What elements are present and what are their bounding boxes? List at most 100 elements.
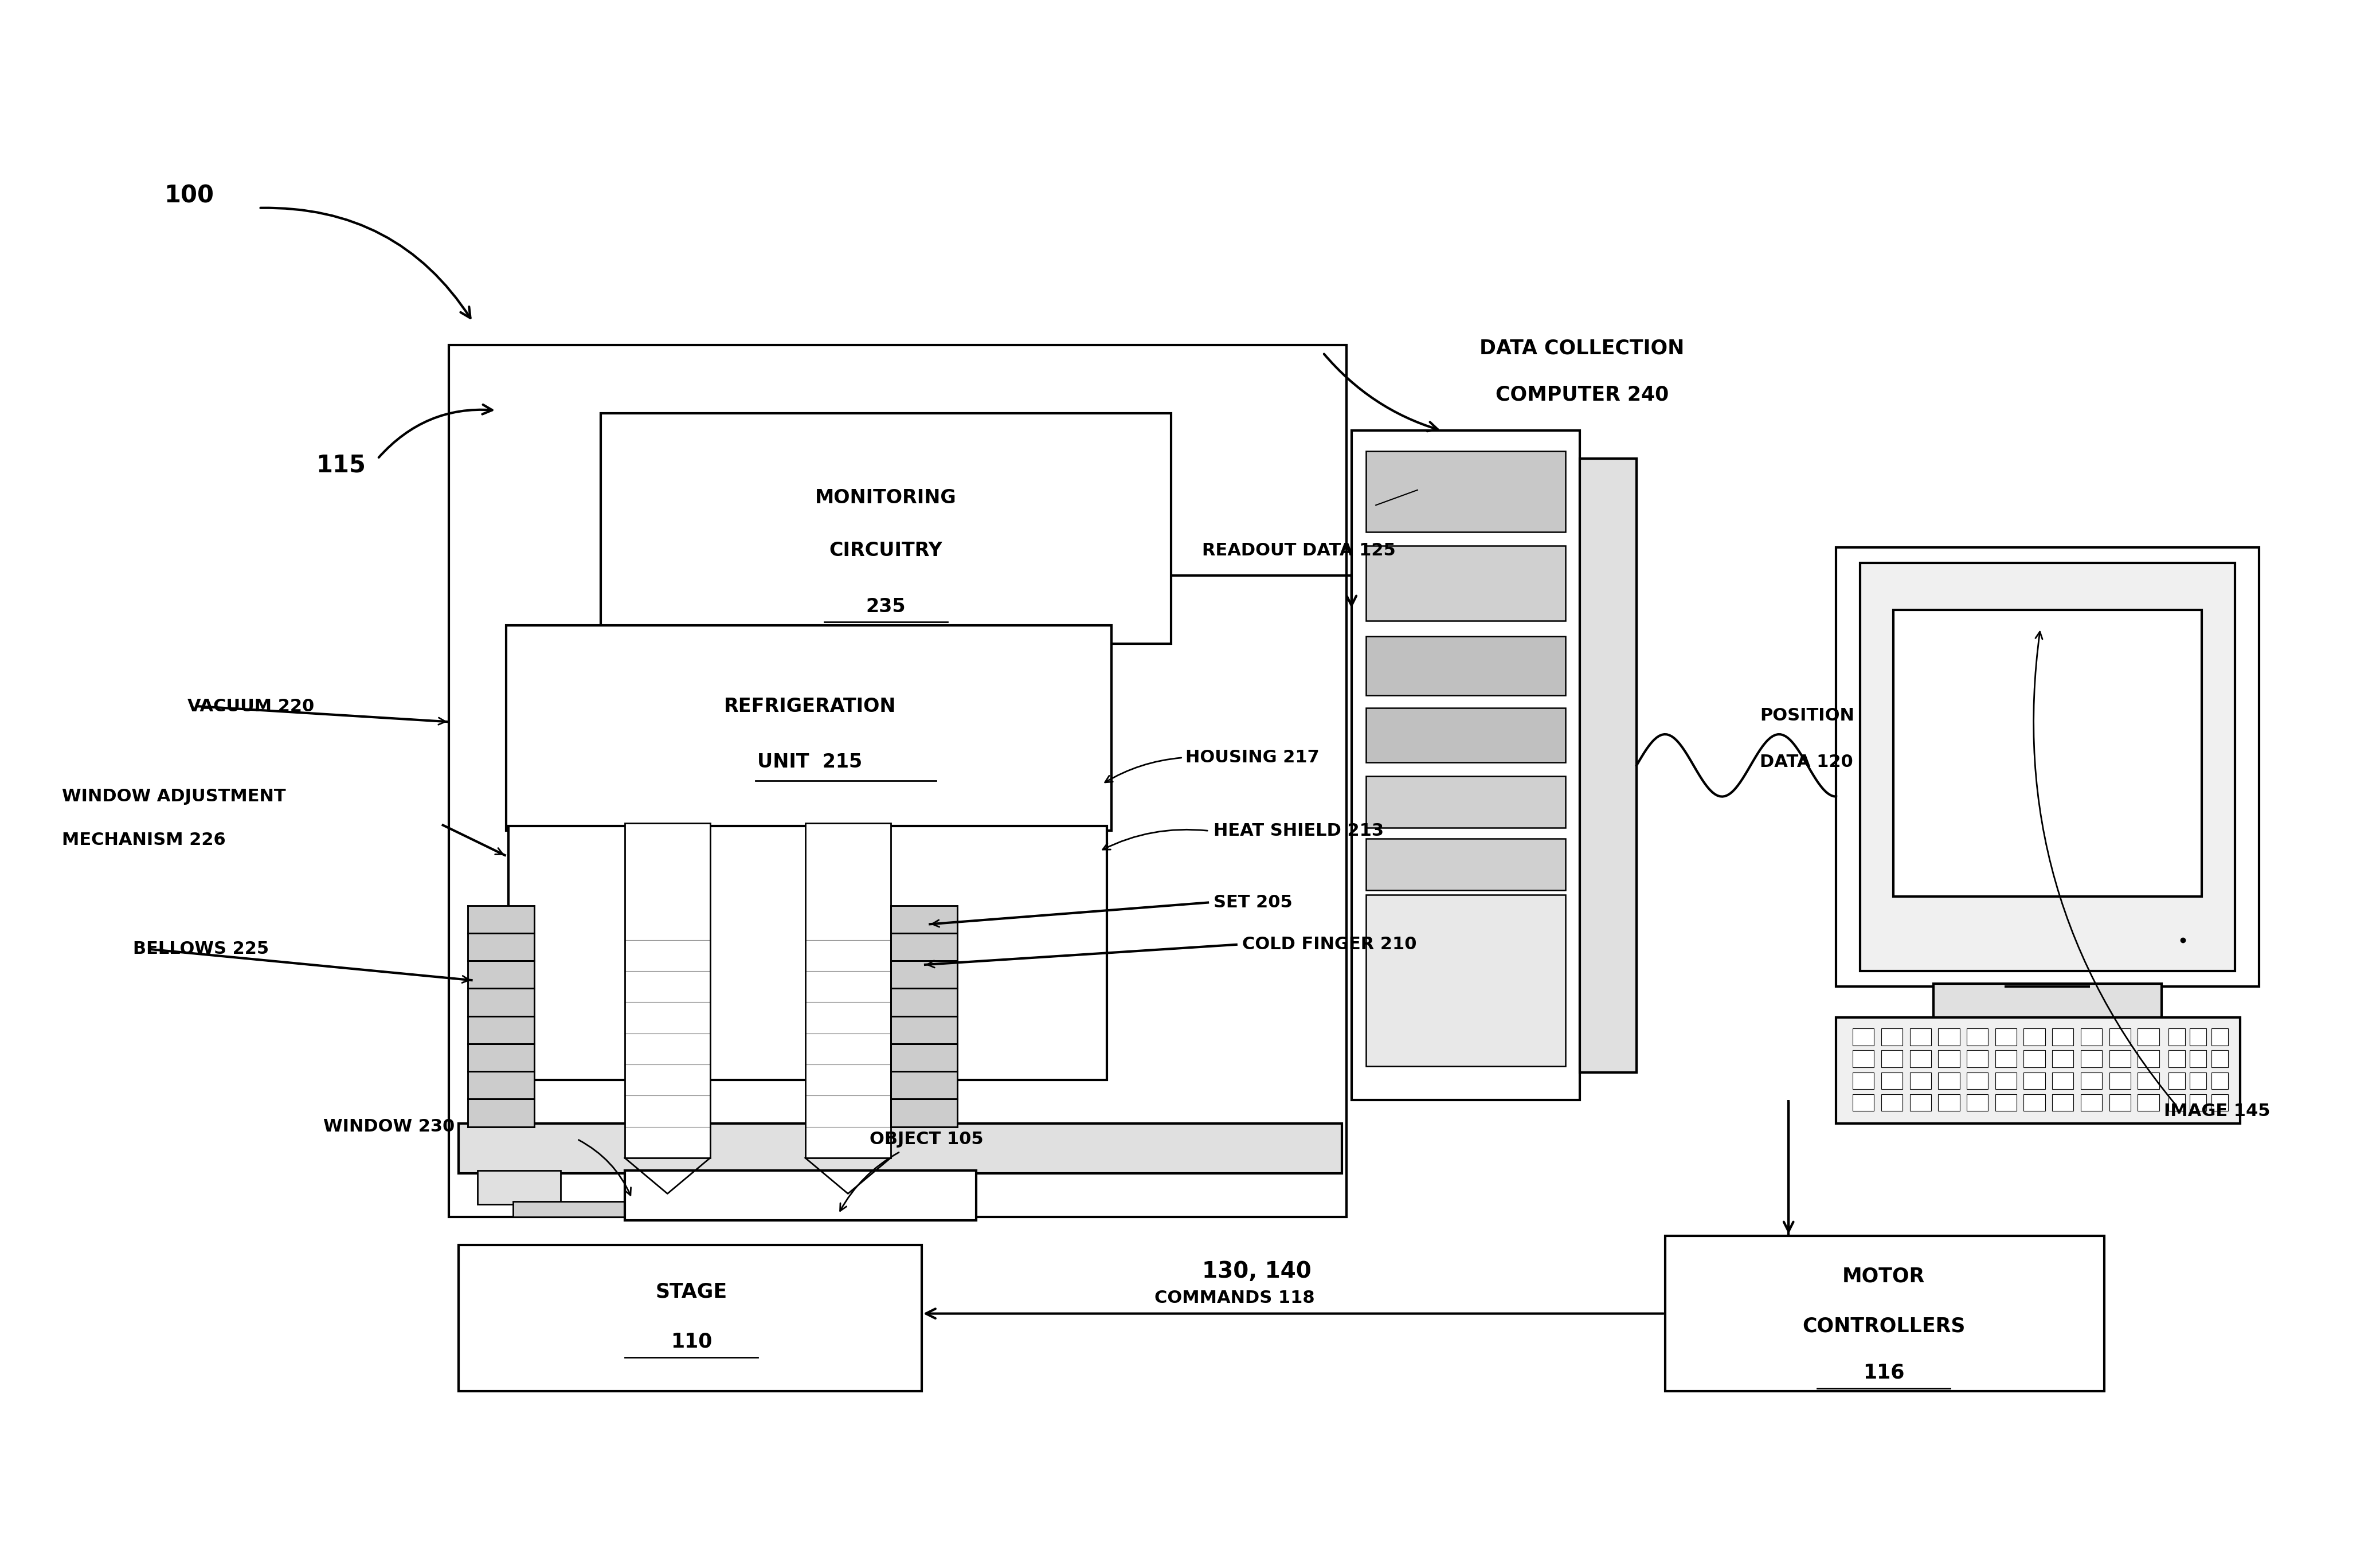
FancyBboxPatch shape xyxy=(881,1170,964,1204)
Text: POSITION: POSITION xyxy=(1761,708,1854,723)
FancyBboxPatch shape xyxy=(1366,451,1566,531)
FancyBboxPatch shape xyxy=(2109,1093,2130,1111)
Text: 235: 235 xyxy=(866,597,907,615)
FancyBboxPatch shape xyxy=(2052,1072,2073,1089)
FancyBboxPatch shape xyxy=(2168,1072,2185,1089)
FancyBboxPatch shape xyxy=(2137,1050,2159,1067)
FancyBboxPatch shape xyxy=(2023,1093,2044,1111)
FancyBboxPatch shape xyxy=(1933,984,2161,1061)
FancyBboxPatch shape xyxy=(1352,431,1580,1100)
FancyBboxPatch shape xyxy=(1937,1050,1959,1067)
FancyBboxPatch shape xyxy=(1909,1050,1930,1067)
FancyBboxPatch shape xyxy=(890,906,957,1126)
FancyBboxPatch shape xyxy=(2080,1072,2102,1089)
FancyBboxPatch shape xyxy=(450,345,1347,1217)
FancyBboxPatch shape xyxy=(2109,1050,2130,1067)
FancyBboxPatch shape xyxy=(2190,1093,2206,1111)
FancyBboxPatch shape xyxy=(785,1201,928,1217)
FancyBboxPatch shape xyxy=(2023,1029,2044,1045)
FancyBboxPatch shape xyxy=(514,1201,655,1217)
Text: UNIT  215: UNIT 215 xyxy=(757,753,862,772)
Text: WINDOW ADJUSTMENT: WINDOW ADJUSTMENT xyxy=(62,789,286,804)
FancyBboxPatch shape xyxy=(1666,1236,2104,1392)
FancyBboxPatch shape xyxy=(1366,839,1566,890)
Text: CIRCUITRY: CIRCUITRY xyxy=(828,540,942,561)
FancyBboxPatch shape xyxy=(459,1123,1342,1173)
FancyBboxPatch shape xyxy=(1937,1093,1959,1111)
FancyBboxPatch shape xyxy=(509,826,1107,1079)
Text: DATA 120: DATA 120 xyxy=(1761,754,1854,770)
FancyBboxPatch shape xyxy=(2168,1029,2185,1045)
FancyBboxPatch shape xyxy=(1994,1050,2016,1067)
FancyBboxPatch shape xyxy=(1852,1072,1873,1089)
Text: MOTOR: MOTOR xyxy=(1842,1267,1925,1286)
FancyBboxPatch shape xyxy=(1966,1029,1987,1045)
FancyBboxPatch shape xyxy=(2137,1093,2159,1111)
FancyBboxPatch shape xyxy=(1366,776,1566,828)
FancyBboxPatch shape xyxy=(2190,1072,2206,1089)
FancyBboxPatch shape xyxy=(2137,1029,2159,1045)
Text: 116: 116 xyxy=(1864,1364,1904,1382)
Text: IMAGE 145: IMAGE 145 xyxy=(2163,1103,2271,1120)
FancyBboxPatch shape xyxy=(2080,1029,2102,1045)
FancyBboxPatch shape xyxy=(1859,562,2235,972)
Text: READOUT DATA 125: READOUT DATA 125 xyxy=(1202,542,1395,559)
FancyBboxPatch shape xyxy=(1366,545,1566,620)
Text: COMMANDS 118: COMMANDS 118 xyxy=(1154,1290,1314,1306)
FancyBboxPatch shape xyxy=(459,1245,921,1392)
FancyBboxPatch shape xyxy=(1880,1029,1902,1045)
FancyBboxPatch shape xyxy=(2052,1093,2073,1111)
Text: 130, 140: 130, 140 xyxy=(1202,1261,1311,1282)
Text: SET 205: SET 205 xyxy=(1214,893,1292,911)
FancyBboxPatch shape xyxy=(1909,1093,1930,1111)
FancyBboxPatch shape xyxy=(478,1170,562,1204)
FancyBboxPatch shape xyxy=(2211,1093,2228,1111)
Text: CONTROLLERS: CONTROLLERS xyxy=(1802,1317,1966,1336)
FancyBboxPatch shape xyxy=(2109,1029,2130,1045)
Text: HEAT SHIELD 213: HEAT SHIELD 213 xyxy=(1214,823,1385,839)
FancyBboxPatch shape xyxy=(1937,1072,1959,1089)
FancyBboxPatch shape xyxy=(1966,1050,1987,1067)
Text: 115: 115 xyxy=(317,453,367,476)
FancyBboxPatch shape xyxy=(1366,895,1566,1065)
FancyBboxPatch shape xyxy=(2137,1072,2159,1089)
FancyBboxPatch shape xyxy=(1366,708,1566,762)
FancyBboxPatch shape xyxy=(2052,1029,2073,1045)
FancyBboxPatch shape xyxy=(2109,1072,2130,1089)
Text: REFRIGERATION: REFRIGERATION xyxy=(724,697,897,715)
FancyBboxPatch shape xyxy=(2211,1072,2228,1089)
Text: HOUSING 217: HOUSING 217 xyxy=(1185,750,1319,765)
FancyBboxPatch shape xyxy=(1852,1050,1873,1067)
FancyBboxPatch shape xyxy=(2080,1093,2102,1111)
FancyBboxPatch shape xyxy=(1835,1018,2240,1123)
Text: STAGE: STAGE xyxy=(655,1282,726,1301)
FancyBboxPatch shape xyxy=(600,414,1171,644)
FancyBboxPatch shape xyxy=(1892,609,2202,897)
Text: MECHANISM 226: MECHANISM 226 xyxy=(62,833,226,848)
FancyBboxPatch shape xyxy=(1852,1029,1873,1045)
FancyBboxPatch shape xyxy=(2211,1050,2228,1067)
FancyBboxPatch shape xyxy=(2168,1050,2185,1067)
FancyBboxPatch shape xyxy=(2190,1029,2206,1045)
FancyBboxPatch shape xyxy=(2052,1050,2073,1067)
FancyBboxPatch shape xyxy=(1966,1093,1987,1111)
Text: MONITORING: MONITORING xyxy=(816,489,957,508)
FancyBboxPatch shape xyxy=(1880,1072,1902,1089)
FancyBboxPatch shape xyxy=(2211,1029,2228,1045)
FancyBboxPatch shape xyxy=(2168,1093,2185,1111)
FancyBboxPatch shape xyxy=(624,823,709,1157)
FancyBboxPatch shape xyxy=(624,1170,976,1220)
Text: BELLOWS 225: BELLOWS 225 xyxy=(133,940,269,958)
FancyBboxPatch shape xyxy=(2080,1050,2102,1067)
FancyBboxPatch shape xyxy=(1966,1072,1987,1089)
FancyBboxPatch shape xyxy=(507,625,1111,831)
Text: WINDOW 230: WINDOW 230 xyxy=(324,1118,455,1136)
FancyBboxPatch shape xyxy=(1852,1093,1873,1111)
Text: COMPUTER 240: COMPUTER 240 xyxy=(1495,386,1668,405)
FancyBboxPatch shape xyxy=(1835,547,2259,987)
FancyBboxPatch shape xyxy=(1994,1093,2016,1111)
FancyBboxPatch shape xyxy=(1880,1093,1902,1111)
Text: COLD FINGER 210: COLD FINGER 210 xyxy=(1242,936,1416,953)
FancyBboxPatch shape xyxy=(1937,1029,1959,1045)
FancyBboxPatch shape xyxy=(1880,1050,1902,1067)
